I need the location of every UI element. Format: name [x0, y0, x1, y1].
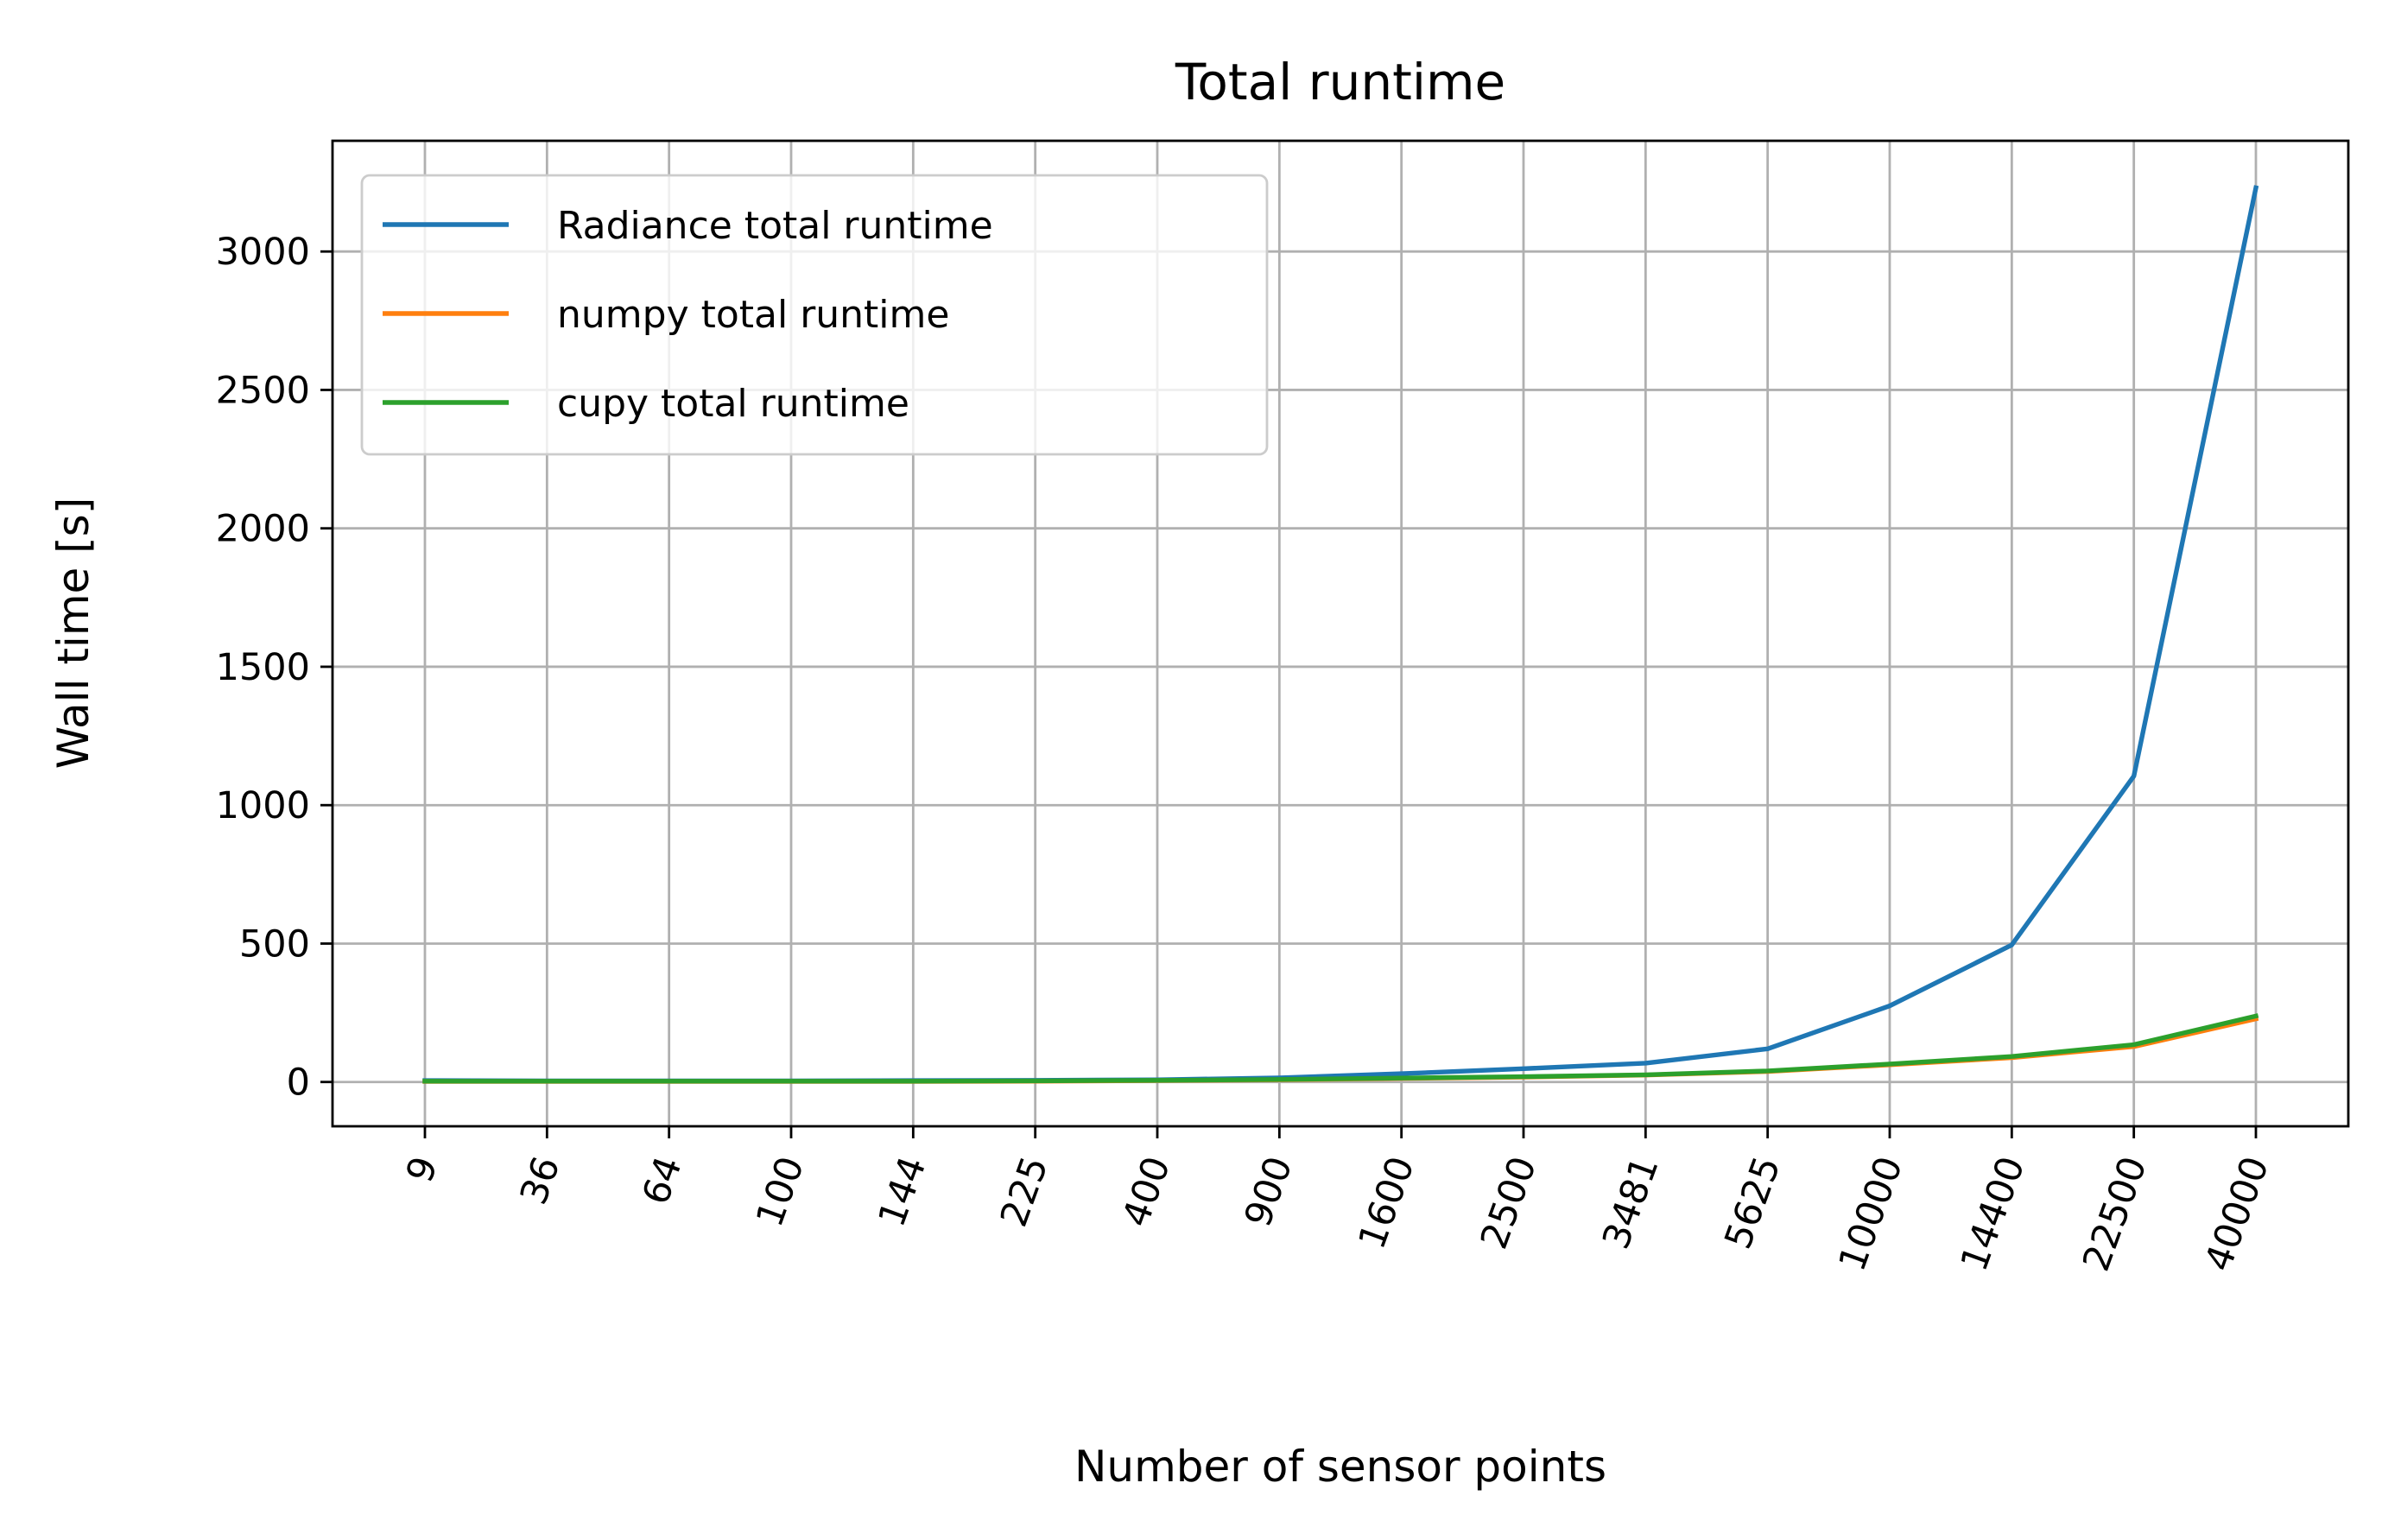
series-lines	[422, 185, 2259, 1084]
x-axis-label: Number of sensor points	[1074, 1442, 1606, 1492]
x-tick-label: 40000	[2197, 1151, 2278, 1277]
x-tick-label: 22500	[2075, 1151, 2156, 1277]
x-tick-label: 10000	[1831, 1151, 1912, 1277]
y-tick-label: 1500	[216, 646, 310, 689]
y-axis-label: Wall time [s]	[48, 497, 98, 769]
legend-label-0: Radiance total runtime	[557, 204, 993, 248]
x-tick-label: 1600	[1351, 1151, 1423, 1255]
legend: Radiance total runtime numpy total runtim…	[360, 174, 1269, 456]
x-tick-label: 900	[1237, 1151, 1302, 1233]
x-tick-label: 14400	[1953, 1151, 2034, 1277]
x-tick-label: 144	[871, 1151, 935, 1233]
y-tick-label: 2000	[216, 508, 310, 551]
series-line-2	[422, 1013, 2259, 1084]
x-tick-label: 2500	[1473, 1151, 1545, 1255]
x-tick-label: 100	[748, 1151, 813, 1233]
x-axis-ticks: 9 36 64 100 144 225 400 900 1600 2500 3481 5625 1000…	[398, 1126, 2277, 1277]
series-line-1	[422, 1016, 2259, 1084]
y-tick-label: 500	[239, 922, 310, 966]
x-tick-label: 5625	[1717, 1151, 1790, 1255]
y-tick-label: 1000	[216, 784, 310, 827]
y-tick-label: 3000	[216, 231, 310, 274]
plot-area-frame	[331, 139, 2350, 1128]
legend-box	[360, 174, 1269, 456]
legend-label-2: cupy total runtime	[557, 382, 909, 426]
y-tick-label: 0	[287, 1062, 310, 1105]
x-tick-label: 64	[634, 1151, 691, 1211]
y-axis-ticks: 0 500 1000 1500 2000 2500 3000	[216, 231, 333, 1105]
x-tick-label: 36	[512, 1151, 569, 1211]
x-tick-label: 3481	[1594, 1151, 1667, 1255]
x-tick-label: 225	[992, 1151, 1057, 1233]
y-tick-label: 2500	[216, 369, 310, 412]
x-tick-label: 400	[1114, 1151, 1179, 1233]
x-tick-label: 9	[398, 1151, 447, 1188]
chart-title: Total runtime	[1175, 53, 1505, 111]
legend-label-1: numpy total runtime	[557, 293, 949, 337]
